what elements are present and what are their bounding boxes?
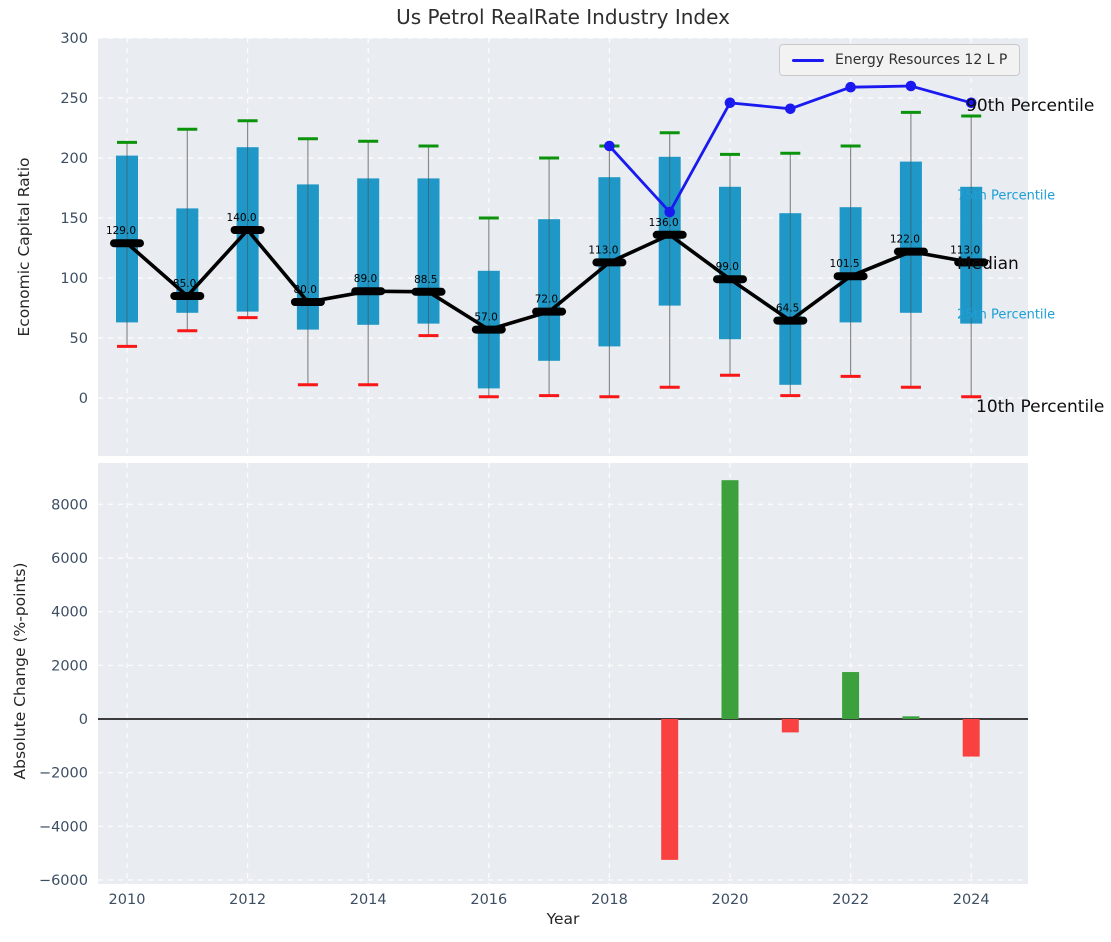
change-bar-2020	[721, 480, 739, 719]
x-tick-label: 2014	[350, 892, 387, 908]
company-line-marker	[905, 80, 917, 92]
box-2015	[417, 144, 440, 338]
change-bar-2024	[962, 719, 980, 757]
median-value-label: 140.0	[227, 212, 257, 224]
x-tick-label: 2012	[229, 892, 266, 908]
median-value-label: 129.0	[106, 225, 136, 237]
median-value-label: 122.0	[890, 234, 920, 246]
median-value-label: 64.5	[776, 303, 799, 315]
company-line-marker	[785, 103, 796, 115]
box-2021	[779, 151, 802, 398]
top-y-tick-label: 200	[60, 151, 88, 167]
box-2020	[719, 152, 741, 377]
x-tick-label: 2022	[832, 892, 869, 908]
x-tick-label: 2020	[712, 892, 749, 908]
x-tick-label: 2024	[953, 892, 990, 908]
bottom-y-tick-label: 4000	[51, 605, 88, 621]
top-y-tick-label: 150	[60, 211, 88, 227]
x-tick-label: 2016	[470, 892, 507, 908]
company-line-marker	[845, 81, 856, 93]
bottom-y-tick-label: −2000	[39, 766, 88, 782]
box-2024	[960, 114, 983, 399]
legend: Energy Resources 12 L P	[779, 44, 1021, 76]
median-value-label: 89.0	[354, 273, 377, 285]
box-2022	[839, 144, 862, 378]
bottom-y-tick-label: −4000	[39, 819, 88, 835]
x-tick-label: 2010	[109, 892, 146, 908]
company-line-marker	[724, 97, 736, 109]
top-y-tick-label: 250	[60, 91, 88, 107]
bottom-plot-background	[98, 463, 1028, 884]
change-bar-2023	[902, 716, 920, 719]
median-value-label: 72.0	[535, 294, 558, 306]
top-y-axis-label: Economic Capital Ratio	[15, 157, 33, 337]
company-line-marker	[965, 97, 977, 109]
box-2010	[116, 140, 138, 348]
bottom-y-tick-label: 2000	[51, 658, 88, 674]
bottom-y-tick-label: 0	[79, 712, 88, 728]
legend-label: Energy Resources 12 L P	[835, 52, 1008, 68]
median-value-label: 88.5	[414, 274, 437, 286]
median-value-label: 80.0	[294, 284, 317, 296]
box-2017	[538, 156, 561, 398]
x-tick-label: 2018	[591, 892, 628, 908]
annotation-10th-percentile: 10th Percentile	[976, 397, 1105, 417]
x-axis-label: Year	[546, 910, 580, 928]
annotation-25th-percentile: 25th Percentile	[957, 307, 1056, 323]
bottom-y-tick-label: 6000	[51, 551, 88, 567]
annotation-75th-percentile: 75th Percentile	[957, 188, 1056, 204]
top-y-tick-label: 0	[79, 391, 88, 407]
bottom-y-tick-label: 8000	[51, 497, 88, 513]
top-axes: 0 50 100 150 200 250 300 129.0 85.0 140.0 80.0 89.0…	[60, 31, 1028, 456]
bottom-axes: −6000 −4000 −2000 0 2000 4000 6000 8000 2010 2012…	[39, 463, 1028, 908]
change-bar-2019	[661, 719, 679, 860]
annotation-90th-percentile: 90th Percentile	[966, 96, 1095, 116]
top-y-tick-label: 300	[60, 31, 88, 47]
chart-title: Us Petrol RealRate Industry Index	[396, 5, 730, 29]
company-line-marker	[664, 206, 675, 218]
top-y-tick-label: 50	[70, 331, 88, 347]
median-value-label: 99.0	[716, 261, 739, 273]
change-bar-2021	[781, 719, 799, 733]
median-value-label: 113.0	[588, 244, 618, 256]
bottom-y-axis-label: Absolute Change (%-points)	[11, 562, 29, 780]
median-value-label: 136.0	[649, 217, 679, 229]
median-value-label: 113.0	[950, 244, 980, 256]
median-value-label: 57.0	[474, 312, 497, 324]
median-value-label: 85.0	[173, 278, 196, 290]
top-y-tick-label: 100	[60, 271, 88, 287]
change-bar-2022	[842, 672, 860, 719]
annotation-median: Median	[957, 254, 1019, 274]
bottom-y-tick-label: −6000	[39, 873, 88, 889]
median-value-label: 101.5	[830, 258, 860, 270]
legend-line-swatch	[792, 58, 824, 62]
company-line-marker	[604, 140, 615, 152]
